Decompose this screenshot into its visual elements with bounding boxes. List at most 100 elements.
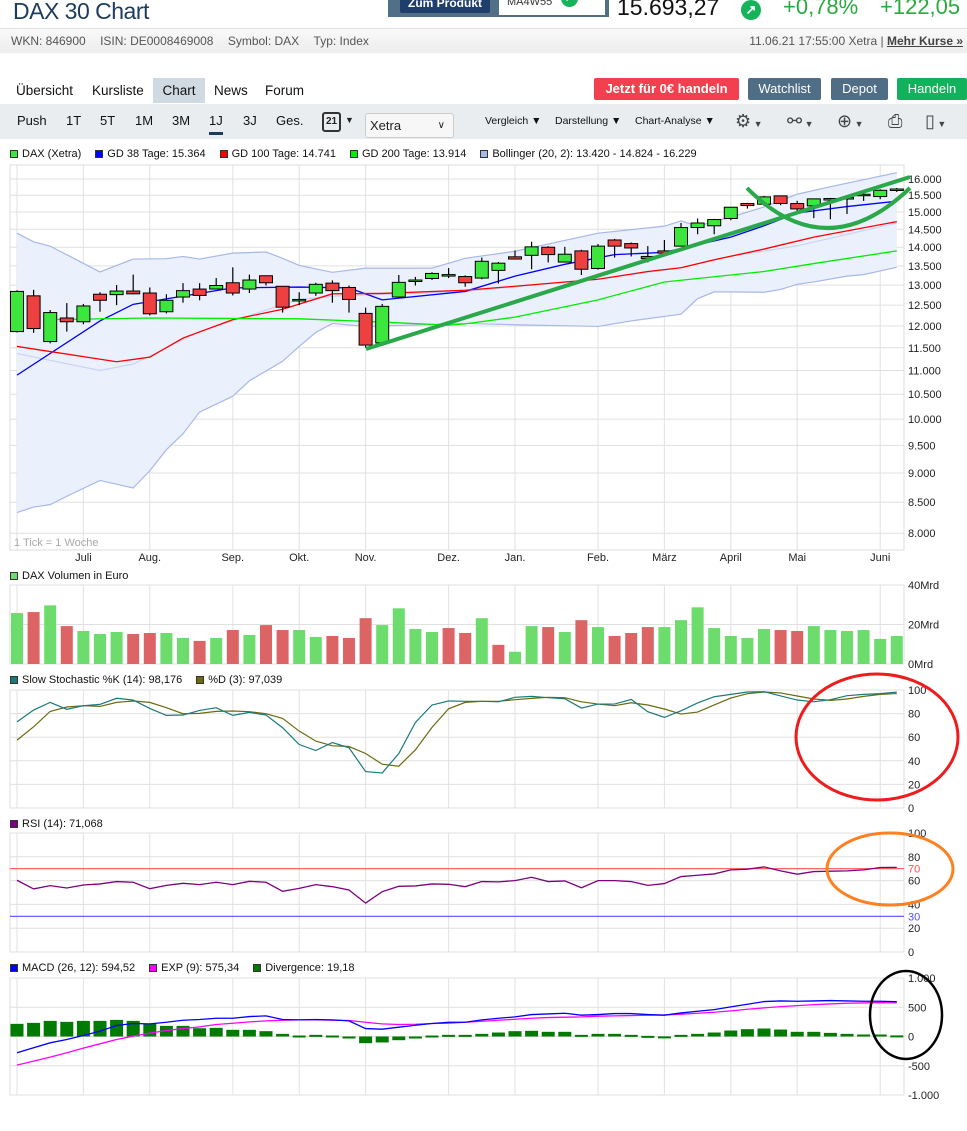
volume-bar[interactable] (741, 637, 754, 664)
volume-bar[interactable] (343, 637, 355, 664)
divergence-bar[interactable] (375, 1036, 389, 1043)
divergence-bar[interactable] (408, 1036, 422, 1039)
candle[interactable] (458, 275, 473, 287)
divergence-bar[interactable] (790, 1031, 804, 1037)
divergence-bar[interactable] (525, 1030, 539, 1037)
candle[interactable] (441, 268, 456, 279)
tab-uebersicht[interactable]: Übersicht (16, 83, 74, 98)
divergence-bar[interactable] (259, 1031, 273, 1037)
product-code-field[interactable]: MA4W55 ↗ (499, 0, 605, 15)
candle[interactable] (723, 206, 738, 221)
legend-item[interactable]: Bollinger (20, 2): 13.420 - 14.824 - 16.… (480, 148, 697, 160)
candle[interactable] (607, 238, 622, 258)
divergence-bar[interactable] (359, 1036, 373, 1044)
divergence-bar[interactable] (10, 1023, 24, 1037)
divergence-bar[interactable] (325, 1035, 339, 1038)
divergence-bar[interactable] (840, 1033, 854, 1037)
candle[interactable] (773, 195, 788, 206)
candle[interactable] (59, 303, 74, 332)
divergence-bar[interactable] (309, 1034, 323, 1037)
candle[interactable] (176, 283, 190, 303)
divergence-bar[interactable] (890, 1035, 904, 1038)
print-icon[interactable]: ⎙ (888, 111, 903, 131)
divergence-bar[interactable] (110, 1019, 124, 1037)
volume-bar[interactable] (293, 630, 306, 664)
volume-bar[interactable] (11, 613, 23, 664)
candle[interactable] (474, 257, 489, 280)
divergence-bar[interactable] (691, 1033, 705, 1037)
volume-bar[interactable] (60, 626, 73, 664)
volume-bar[interactable] (641, 627, 654, 664)
volume-bar[interactable] (807, 626, 820, 664)
divergence-bar[interactable] (641, 1035, 655, 1038)
period-1m[interactable]: 1M (135, 113, 154, 128)
candle[interactable] (142, 287, 157, 316)
divergence-bar[interactable] (873, 1034, 887, 1037)
candle[interactable] (524, 241, 539, 270)
divergence-bar[interactable] (76, 1020, 90, 1037)
divergence-bar[interactable] (508, 1031, 522, 1037)
divergence-bar[interactable] (608, 1033, 622, 1037)
save-icon[interactable]: ▯ ▼ (925, 111, 947, 131)
divergence-bar[interactable] (857, 1034, 871, 1037)
volume-bar[interactable] (758, 629, 770, 664)
candle[interactable] (408, 276, 423, 286)
volume-bar[interactable] (592, 627, 604, 664)
volume-bar[interactable] (691, 607, 704, 664)
divergence-bar[interactable] (126, 1020, 140, 1037)
candle[interactable] (325, 280, 340, 303)
period-1j[interactable]: 1J (209, 113, 223, 135)
volume-bar[interactable] (608, 635, 621, 664)
candle[interactable] (873, 189, 888, 200)
volume-bar[interactable] (509, 651, 521, 664)
divergence-bar[interactable] (807, 1031, 821, 1037)
volume-bar[interactable] (193, 640, 206, 664)
volume-bar[interactable] (309, 636, 322, 664)
volume-bar[interactable] (542, 627, 555, 664)
divergence-bar[interactable] (176, 1025, 190, 1037)
candle[interactable] (541, 246, 556, 263)
candle[interactable] (209, 278, 224, 290)
volume-bar[interactable] (708, 628, 721, 664)
candle[interactable] (624, 242, 639, 257)
volume-bar[interactable] (658, 627, 671, 664)
candle[interactable] (557, 246, 572, 263)
divergence-bar[interactable] (774, 1029, 788, 1037)
divergence-bar[interactable] (242, 1029, 256, 1037)
candle[interactable] (259, 275, 273, 286)
divergence-bar[interactable] (425, 1035, 439, 1038)
volume-bar[interactable] (874, 638, 887, 664)
divergence-bar[interactable] (43, 1020, 57, 1037)
volume-bar[interactable] (409, 629, 422, 664)
volume-bar[interactable] (276, 630, 289, 664)
candle[interactable] (574, 249, 589, 275)
candle[interactable] (109, 285, 124, 306)
gear-icon[interactable]: ⚙ ▼ (735, 111, 763, 131)
legend-item[interactable]: RSI (14): 71,068 (10, 818, 103, 830)
divergence-bar[interactable] (93, 1020, 107, 1037)
network-icon[interactable]: ⚯ ▼ (787, 111, 814, 131)
divergence-bar[interactable] (193, 1028, 207, 1037)
volume-bar[interactable] (260, 625, 272, 664)
divergence-bar[interactable] (707, 1032, 721, 1037)
legend-item[interactable]: DAX Volumen in Euro (10, 570, 128, 582)
divergence-bar[interactable] (541, 1031, 555, 1037)
volume-bar[interactable] (625, 632, 638, 664)
divergence-bar[interactable] (574, 1034, 588, 1037)
candle[interactable] (292, 292, 307, 306)
candle[interactable] (591, 243, 605, 270)
volume-bar[interactable] (44, 605, 57, 664)
candle[interactable] (707, 218, 722, 235)
legend-item[interactable]: GD 100 Tage: 14.741 (219, 148, 336, 160)
volume-bar[interactable] (558, 632, 571, 664)
volume-bar[interactable] (77, 631, 90, 664)
divergence-bar[interactable] (823, 1032, 837, 1037)
divergence-bar[interactable] (442, 1034, 456, 1037)
zum-produkt-button[interactable]: Zum Produkt (400, 0, 490, 13)
divergence-bar[interactable] (475, 1033, 489, 1037)
volume-bar[interactable] (177, 637, 189, 664)
candle[interactable] (126, 274, 141, 295)
candle[interactable] (690, 218, 705, 235)
candle[interactable] (425, 272, 439, 281)
